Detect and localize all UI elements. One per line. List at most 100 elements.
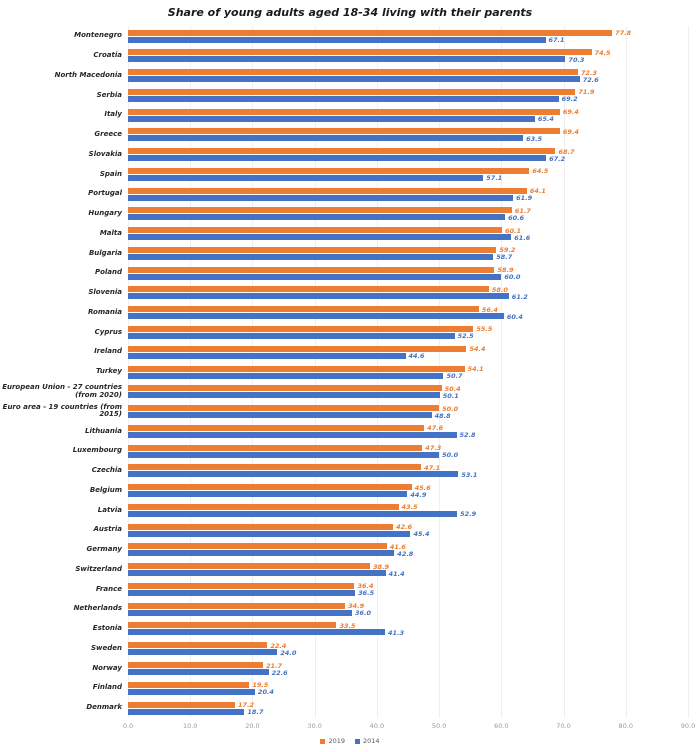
bar-value-2019: 58.0 bbox=[491, 285, 508, 294]
bar-2014: 50.7 bbox=[128, 372, 463, 380]
x-tick-label: 60.0 bbox=[494, 722, 509, 730]
bar-value-2019: 69.4 bbox=[562, 127, 579, 136]
category-label: Greece bbox=[94, 130, 122, 139]
bar-2014: 18.7 bbox=[128, 708, 263, 716]
bar-value-2014: 44.9 bbox=[410, 490, 427, 499]
bar-value-2019: 54.4 bbox=[469, 345, 486, 354]
category-label: Germany bbox=[86, 545, 122, 554]
category-label: Turkey bbox=[95, 367, 122, 376]
bar-2019: 22.4 bbox=[128, 642, 286, 650]
bar-2019: 64.5 bbox=[128, 167, 548, 175]
bar-value-2019: 72.3 bbox=[580, 68, 597, 77]
x-tick-label: 90.0 bbox=[680, 722, 696, 730]
bar-value-2019: 69.4 bbox=[562, 108, 579, 117]
bar-2019: 50.0 bbox=[128, 405, 458, 413]
category-label: France bbox=[95, 584, 122, 593]
category-label: Norway bbox=[92, 663, 122, 672]
bar-2014: 24.0 bbox=[128, 649, 296, 657]
bar-row: 59.2 58.7 bbox=[128, 243, 688, 263]
bar-value-2019: 21.7 bbox=[266, 661, 283, 670]
bar-row: 77.8 67.1 bbox=[128, 26, 688, 46]
x-tick-label: 20.0 bbox=[245, 722, 260, 730]
bar-2014: 69.2 bbox=[128, 95, 578, 103]
gridline bbox=[501, 26, 503, 718]
bar-value-2014: 60.6 bbox=[508, 213, 525, 222]
bar-row: 43.5 52.9 bbox=[128, 500, 688, 520]
bar-2019: 74.5 bbox=[128, 49, 611, 57]
bar-2019: 54.4 bbox=[128, 345, 486, 353]
bar-2014: 67.1 bbox=[128, 36, 565, 44]
x-tick-label: 80.0 bbox=[618, 722, 634, 730]
bar-value-2014: 60.0 bbox=[504, 273, 521, 282]
bar-row: 68.7 67.2 bbox=[128, 145, 688, 165]
bar-row: 36.4 36.5 bbox=[128, 579, 688, 599]
category-label: Malta bbox=[99, 228, 122, 237]
gridline bbox=[252, 26, 254, 718]
bar-2014: 61.6 bbox=[128, 234, 530, 242]
bar-2014: 70.3 bbox=[128, 56, 584, 64]
gridlines bbox=[128, 26, 689, 718]
bar-row: 41.6 42.8 bbox=[128, 540, 688, 560]
bar-value-2019: 47.6 bbox=[427, 424, 444, 433]
bar-2019: 71.9 bbox=[128, 88, 594, 96]
value-axis: 0.0 10.0 20.0 30.0 40.0 50.0 60.0 70.0 80.0 90.0 bbox=[123, 722, 695, 732]
category-label: Finland bbox=[92, 683, 122, 692]
bar-2019: 47.3 bbox=[128, 444, 441, 452]
bar-row: 55.5 52.5 bbox=[128, 322, 688, 342]
bar-value-2019: 61.7 bbox=[514, 206, 531, 215]
bar-2019: 19.5 bbox=[128, 681, 268, 689]
bar-2014: 50.0 bbox=[128, 451, 458, 459]
bar-2014: 53.1 bbox=[128, 471, 477, 479]
gridline bbox=[128, 26, 129, 718]
category-label: Lithuania bbox=[84, 426, 122, 435]
bar-value-2014: 61.6 bbox=[514, 233, 531, 242]
bar-2019: 36.4 bbox=[128, 582, 374, 590]
bar-2014: 36.5 bbox=[128, 589, 374, 597]
bar-value-2019: 54.1 bbox=[467, 365, 484, 374]
bar-value-2014: 44.6 bbox=[408, 352, 425, 361]
gridline bbox=[314, 26, 316, 718]
bar-row: 64.1 61.9 bbox=[128, 184, 688, 204]
bar-value-2019: 38.9 bbox=[373, 562, 390, 571]
category-label: Sweden bbox=[91, 643, 122, 652]
bar-value-2014: 52.5 bbox=[457, 332, 474, 341]
bar-2019: 58.9 bbox=[128, 266, 514, 274]
bar-row: 21.7 22.6 bbox=[128, 659, 688, 679]
bar-row: 19.5 20.4 bbox=[128, 678, 688, 698]
bar-2014: 44.6 bbox=[128, 352, 425, 360]
bar-value-2019: 41.6 bbox=[389, 542, 406, 551]
bar-value-2014: 72.6 bbox=[582, 75, 599, 84]
bar-2014: 63.5 bbox=[128, 135, 542, 143]
bar-value-2014: 36.0 bbox=[355, 609, 372, 618]
bar-2019: 60.1 bbox=[128, 227, 521, 235]
legend-item-2019: 2019 bbox=[320, 737, 345, 745]
bar-value-2019: 55.5 bbox=[476, 325, 493, 334]
bar-2019: 69.4 bbox=[128, 128, 579, 136]
category-label: Latvia bbox=[97, 505, 122, 514]
bar-2019: 69.4 bbox=[128, 108, 579, 116]
bar-2019: 47.6 bbox=[128, 424, 443, 432]
bar-2019: 64.1 bbox=[128, 187, 546, 195]
category-label: Cyprus bbox=[94, 327, 122, 336]
bar-value-2014: 41.3 bbox=[387, 628, 405, 637]
bar-value-2019: 17.2 bbox=[238, 701, 255, 710]
category-label: Denmark bbox=[86, 703, 122, 712]
bar-2019: 77.8 bbox=[128, 29, 631, 37]
bar-value-2014: 18.7 bbox=[247, 708, 264, 717]
bar-2014: 60.4 bbox=[128, 313, 523, 321]
bar-row: 61.7 60.6 bbox=[128, 204, 688, 224]
bar-2014: 58.7 bbox=[128, 253, 512, 261]
bar-row: 34.9 36.0 bbox=[128, 599, 688, 619]
category-label: North Macedonia bbox=[54, 70, 122, 79]
bar-row: 56.4 60.4 bbox=[128, 303, 688, 323]
bar-row: 60.1 61.6 bbox=[128, 224, 688, 244]
category-label: Montenegro bbox=[74, 31, 122, 40]
bar-2014: 61.2 bbox=[128, 293, 528, 301]
bar-2014: 41.3 bbox=[128, 629, 404, 637]
bar-value-2019: 47.3 bbox=[425, 444, 442, 453]
category-label: Ireland bbox=[94, 347, 122, 356]
bar-2019: 38.9 bbox=[128, 563, 389, 571]
bar-value-2014: 61.9 bbox=[516, 194, 533, 203]
bar-2019: 21.7 bbox=[128, 662, 282, 670]
